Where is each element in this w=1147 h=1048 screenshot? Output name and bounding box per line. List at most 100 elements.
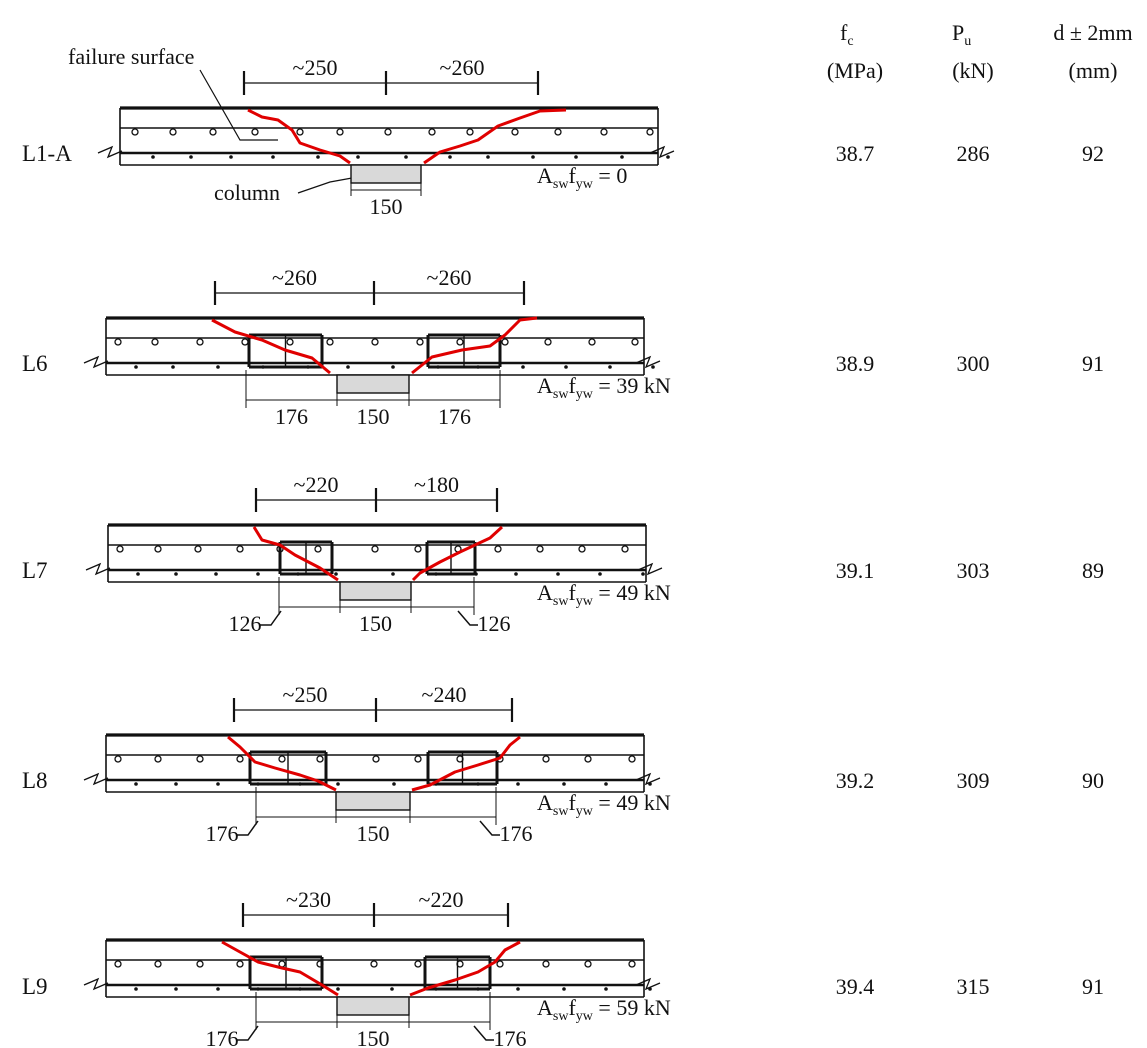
bottom-rebar-bar	[404, 155, 408, 159]
asw-symbol: A	[537, 995, 553, 1020]
bottom-rebar-bar	[562, 987, 566, 991]
top-rebar-bar	[631, 338, 639, 346]
top-rebar-bar	[542, 755, 550, 763]
top-rebar-bar	[370, 960, 378, 968]
bottom-rebar-bar	[516, 987, 520, 991]
asw-value: = 39 kN	[593, 373, 671, 398]
break-mark-right	[637, 562, 663, 576]
offset-right-leader	[473, 1025, 494, 1041]
offset-right-label: 176	[500, 821, 533, 846]
top-rebar-bar	[414, 545, 422, 553]
asw-fyw-label: Aswfyw = 0	[537, 163, 627, 192]
header-fc-main: f	[840, 20, 848, 45]
d-value: 90	[1082, 768, 1104, 793]
failure-crack-right	[423, 108, 567, 165]
bottom-rebar-bar	[174, 782, 178, 786]
bottom-rebar-bar	[216, 782, 220, 786]
top-rebar-bar	[236, 960, 244, 968]
asw-subscript: sw	[553, 1009, 569, 1024]
specimen-label: L1-A	[22, 141, 72, 166]
failure-crack-right	[409, 940, 521, 997]
specimen-row: L6 ~260 ~260 150 176 176 Aswfyw = 39 kN 38.9 300…	[22, 265, 1104, 429]
header-pu-main: P	[952, 20, 964, 45]
bottom-rebar-bar	[486, 155, 490, 159]
fc-value: 39.2	[836, 768, 875, 793]
span-left-label: ~220	[294, 472, 339, 497]
top-rebar-bar	[114, 755, 122, 763]
top-rebar-bar	[151, 338, 159, 346]
fc-value: 39.1	[836, 558, 875, 583]
failure-crack-left	[221, 940, 339, 997]
bottom-rebar-bar	[448, 155, 452, 159]
fyw-symbol: f	[568, 163, 576, 188]
break-mark-left	[83, 355, 109, 369]
top-rebar-bar	[326, 338, 334, 346]
bottom-rebar-bar	[574, 155, 578, 159]
fyw-subscript: yw	[576, 387, 594, 402]
top-rebar-bar	[628, 960, 636, 968]
span-right-label: ~220	[419, 887, 464, 912]
bottom-rebar-bar	[151, 155, 155, 159]
bottom-rebar-bar	[356, 155, 360, 159]
bottom-rebar-bar	[216, 987, 220, 991]
top-rebar-bar	[196, 960, 204, 968]
bottom-rebar-bar	[189, 155, 193, 159]
header-fc-sub: c	[847, 34, 853, 49]
pu-value: 315	[957, 974, 990, 999]
asw-fyw-label: Aswfyw = 49 kN	[537, 790, 671, 819]
top-rebar-bar	[209, 128, 217, 136]
top-rebar-bar	[169, 128, 177, 136]
bottom-rebar-bar	[651, 365, 655, 369]
asw-subscript: sw	[553, 594, 569, 609]
bottom-rebar-bar	[620, 155, 624, 159]
column-width-label: 150	[370, 194, 403, 219]
break-mark-left	[97, 145, 123, 159]
bottom-rebar-bar	[531, 155, 535, 159]
bottom-rebar-bar	[336, 782, 340, 786]
shear-reinforcement-right	[426, 750, 499, 786]
fyw-subscript: yw	[576, 177, 594, 192]
failure-surface-leader	[199, 69, 278, 141]
bottom-rebar-bar	[271, 155, 275, 159]
pu-value: 309	[957, 768, 990, 793]
top-rebar-bar	[536, 545, 544, 553]
top-rebar-bar	[584, 960, 592, 968]
top-rebar-bar	[236, 755, 244, 763]
top-rebar-bar	[154, 755, 162, 763]
fyw-symbol: f	[568, 995, 576, 1020]
break-mark-right	[649, 145, 675, 159]
top-rebar-bar	[456, 338, 464, 346]
break-mark-right	[635, 772, 661, 786]
span-right-label: ~260	[427, 265, 472, 290]
asw-symbol: A	[537, 163, 553, 188]
bottom-rebar-bar	[648, 782, 652, 786]
bottom-rebar-bar	[516, 782, 520, 786]
column-stub	[339, 581, 412, 601]
bottom-rebar-bar	[174, 987, 178, 991]
failure-surface-label: failure surface	[68, 44, 194, 69]
failure-crack-right	[411, 735, 521, 792]
bottom-rebar-bar	[346, 365, 350, 369]
fyw-symbol: f	[568, 580, 576, 605]
asw-value: = 49 kN	[593, 790, 671, 815]
header-pu-unit: (kN)	[952, 58, 994, 83]
top-rebar-bar	[578, 545, 586, 553]
d-value: 89	[1082, 558, 1104, 583]
top-rebar-bar	[196, 338, 204, 346]
fyw-subscript: yw	[576, 804, 594, 819]
top-rebar-bar	[241, 338, 249, 346]
top-rebar-bar	[196, 755, 204, 763]
bottom-rebar-bar	[521, 365, 525, 369]
top-rebar-bar	[372, 755, 380, 763]
top-rebar-bar	[371, 545, 379, 553]
top-rebar-bar	[336, 128, 344, 136]
top-rebar-bar	[416, 338, 424, 346]
offset-left-leader	[236, 1025, 259, 1041]
break-mark-left	[85, 562, 111, 576]
specimen-label: L6	[22, 351, 48, 376]
fyw-subscript: yw	[576, 1009, 594, 1024]
bottom-rebar-bar	[391, 365, 395, 369]
failure-crack-right	[411, 525, 504, 582]
column-width-label: 150	[357, 404, 390, 429]
